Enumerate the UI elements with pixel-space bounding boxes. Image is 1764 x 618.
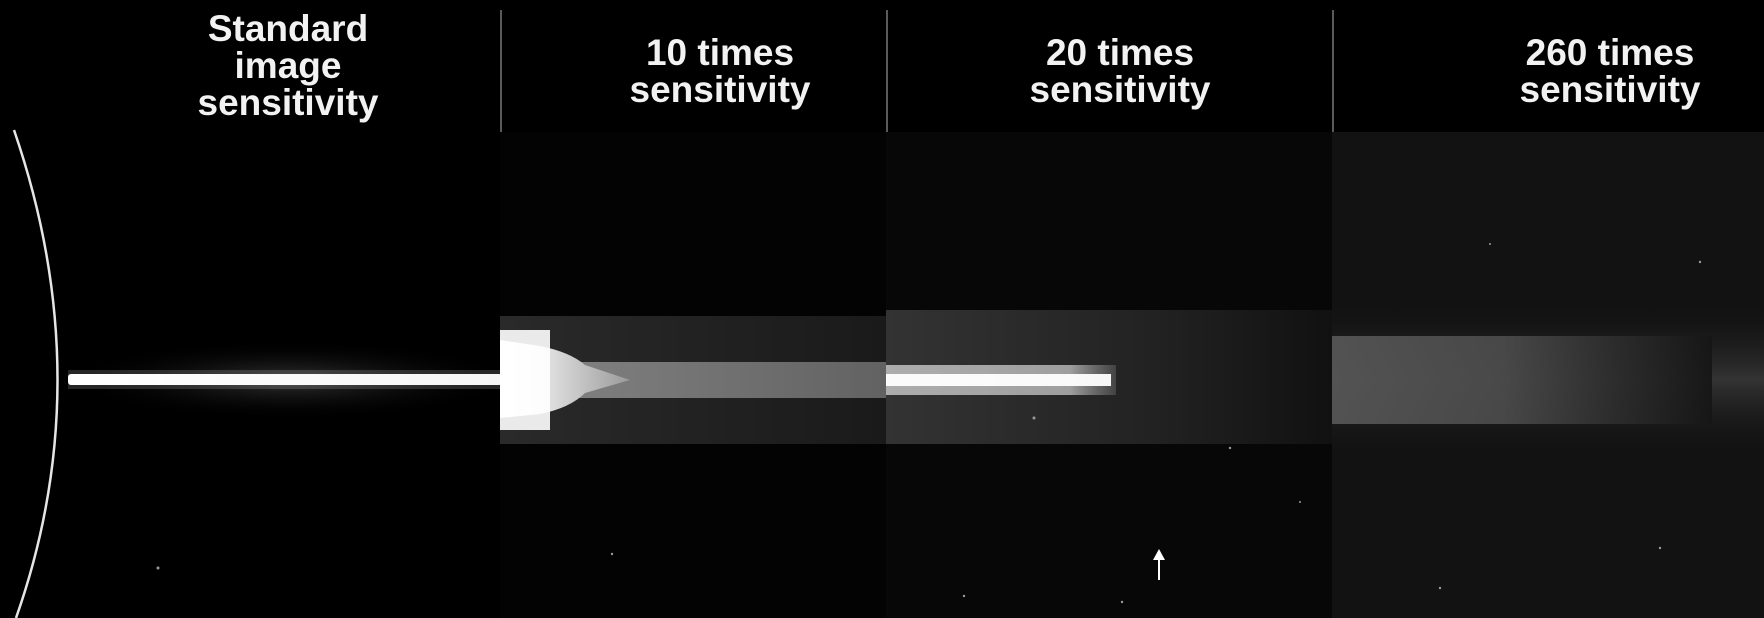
noise-specks — [156, 243, 1702, 604]
jet-core-standard — [68, 374, 502, 385]
panel-divider — [1332, 10, 1334, 132]
jet-band-x260 — [1332, 336, 1712, 424]
panel-label-standard: Standard image sensitivity — [197, 8, 379, 123]
panel-label-x20: 20 times sensitivity — [1029, 32, 1211, 110]
up-arrow-icon — [1153, 549, 1165, 580]
limb-arc — [12, 129, 59, 618]
panel-divider — [886, 10, 888, 132]
panel-label-x260: 260 times sensitivity — [1519, 32, 1701, 110]
panel-divider — [500, 10, 502, 132]
panel-label-x10: 10 times sensitivity — [629, 32, 811, 110]
